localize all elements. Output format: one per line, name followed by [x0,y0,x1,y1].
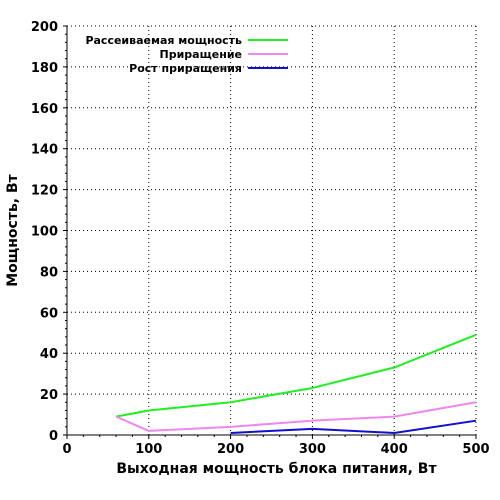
x-tick-label-4: 400 [381,442,408,457]
axes [63,25,477,439]
x-tick-label-2: 200 [217,442,244,457]
tick-labels: 0 100 200 300 400 500 0 20 40 60 80 100 120 140 160 180… [31,20,490,457]
y-tick-label-3: 60 [40,306,58,321]
legend-label-1: Приращение [160,48,242,61]
y-tick-label-5: 100 [31,225,58,240]
y-tick-label-10: 200 [31,20,58,35]
x-axis-title: Выходная мощность блока питания, Вт [116,461,437,477]
series-lines [115,333,477,434]
x-tick-label-5: 500 [462,442,489,457]
y-tick-label-0: 0 [49,429,58,444]
x-tick-label-3: 300 [299,442,326,457]
series-line-0 [115,333,477,418]
y-tick-label-9: 180 [31,61,58,76]
x-tick-label-1: 100 [135,442,162,457]
y-axis-title: Мощность, Вт [5,173,21,286]
y-tick-label-7: 140 [31,143,58,158]
legend-label-0: Рассеиваемая мощность [85,34,242,47]
x-tick-label-0: 0 [62,442,71,457]
grid [67,25,477,435]
y-tick-label-8: 160 [31,102,58,117]
legend-label-2: Рост приращения [129,62,242,75]
y-tick-label-6: 120 [31,184,58,199]
series-line-2 [230,419,477,434]
series-line-1 [115,401,477,432]
y-tick-label-2: 40 [40,347,58,362]
y-tick-label-1: 20 [40,388,58,403]
y-tick-label-4: 80 [40,265,58,280]
